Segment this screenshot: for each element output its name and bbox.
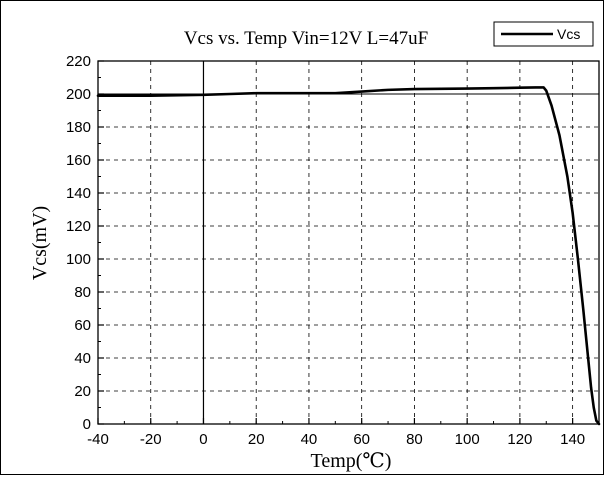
y-tick-label: 180 xyxy=(66,119,91,136)
plot-area-border xyxy=(97,60,600,425)
y-tick-label: 20 xyxy=(74,383,91,400)
grid xyxy=(98,61,599,424)
y-tick-label: 0 xyxy=(83,416,91,433)
x-tick-label: 80 xyxy=(406,431,423,448)
ticks: -40 -20 0 20 40 60 80 100 120 140 0 20 40 60 80 100 120 1… xyxy=(66,53,585,448)
y-axis-label: Vcs(mV) xyxy=(29,206,51,280)
legend-label-vcs: Vcs xyxy=(557,26,580,42)
x-tick-label: -40 xyxy=(87,431,109,448)
x-tick-label: 40 xyxy=(301,431,318,448)
x-tick-label: 60 xyxy=(353,431,370,448)
x-tick-label: 120 xyxy=(507,431,532,448)
series-layer xyxy=(96,86,601,426)
y-tick-label: 40 xyxy=(74,350,91,367)
x-tick-label: 140 xyxy=(560,431,585,448)
y-tick-label: 200 xyxy=(66,86,91,103)
y-tick-label: 120 xyxy=(66,218,91,235)
y-tick-label: 140 xyxy=(66,185,91,202)
series-line-vcs xyxy=(96,86,601,426)
y-tick-label: 60 xyxy=(74,317,91,334)
x-axis-label: Temp(℃) xyxy=(311,450,392,472)
x-tick-label: 0 xyxy=(199,431,207,448)
legend: Vcs xyxy=(493,21,594,47)
chart-title: Vcs vs. Temp Vin=12V L=47uF xyxy=(184,28,428,49)
y-tick-label: 100 xyxy=(66,251,91,268)
x-tick-label: -20 xyxy=(140,431,162,448)
x-tick-label: 20 xyxy=(248,431,265,448)
reference-lines xyxy=(98,61,599,424)
y-tick-label: 160 xyxy=(66,152,91,169)
y-tick-label: 80 xyxy=(74,284,91,301)
y-tick-label: 220 xyxy=(66,53,91,70)
x-tick-label: 100 xyxy=(455,431,480,448)
